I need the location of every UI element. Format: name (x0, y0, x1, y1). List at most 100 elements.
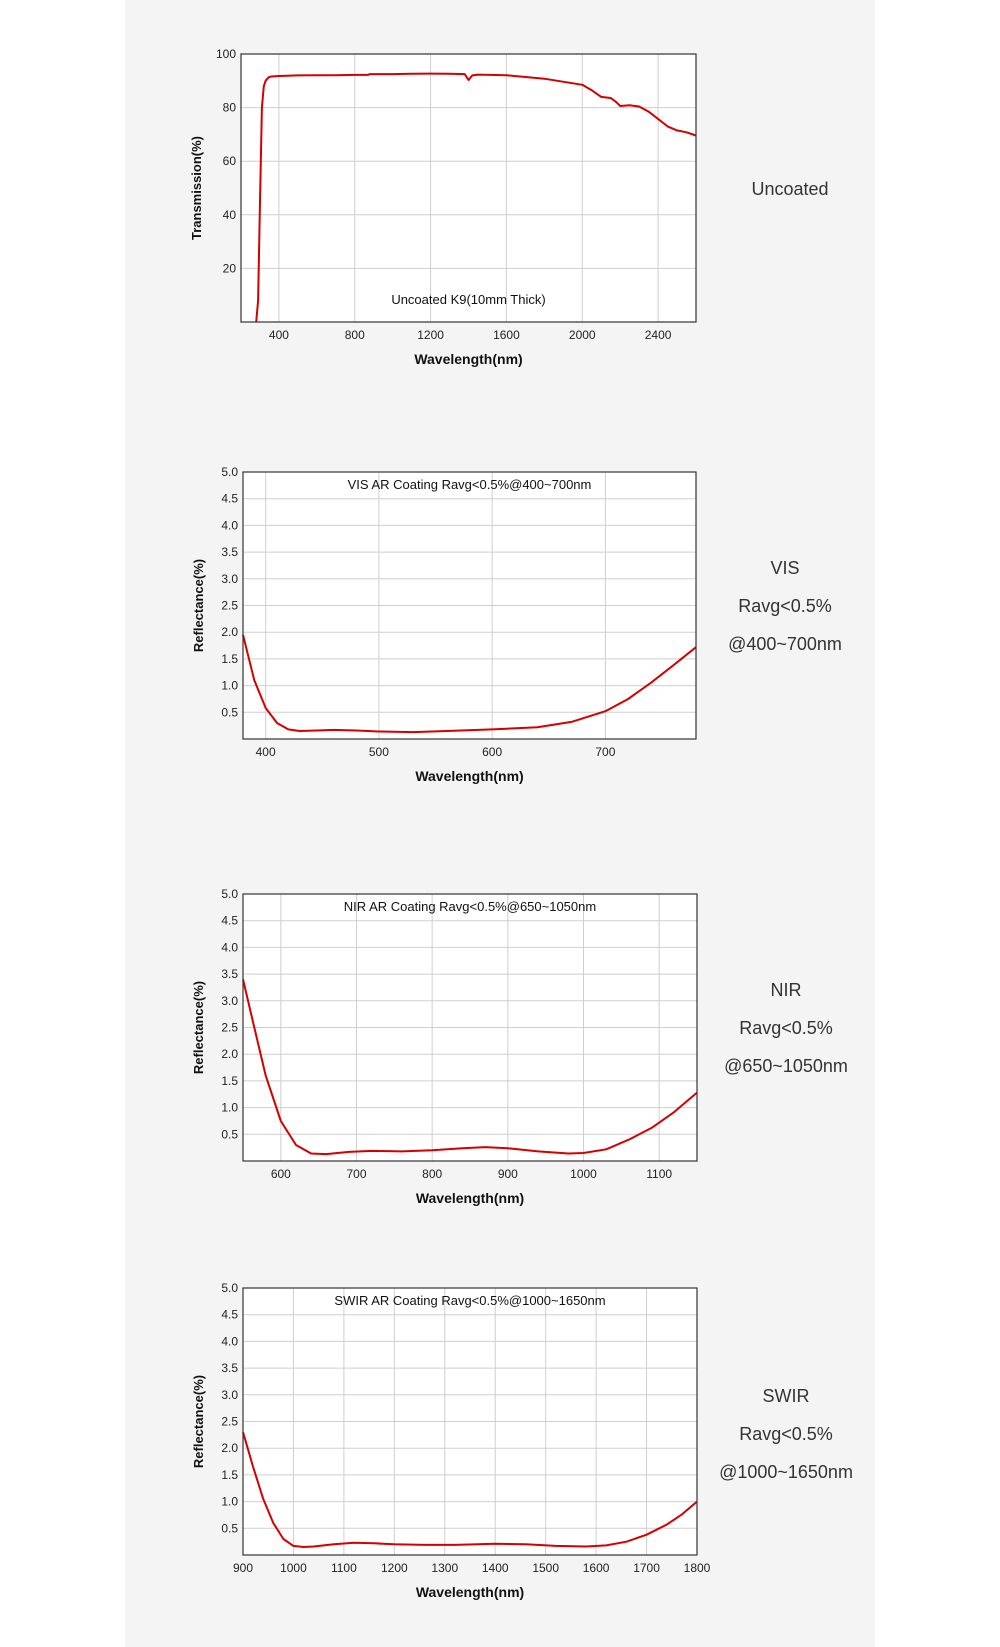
x-tick-label: 1200 (381, 1561, 408, 1575)
plot-frame (242, 1287, 698, 1556)
x-tick-label: 2400 (645, 328, 672, 342)
x-axis-label: Wavelength(nm) (416, 1584, 524, 1600)
y-tick-label: 4.0 (221, 1334, 238, 1348)
x-tick-label: 700 (346, 1167, 366, 1181)
x-tick-label: 900 (498, 1167, 518, 1181)
side-label-line: VIS (770, 558, 800, 578)
x-tick-label: 1700 (633, 1561, 660, 1575)
y-tick-label: 0.5 (221, 705, 238, 719)
side-label-line: @650~1050nm (724, 1056, 848, 1076)
y-tick-label: 1.5 (221, 652, 238, 666)
series-line (242, 1431, 698, 1548)
y-tick-label: 3.5 (221, 967, 238, 981)
y-tick-label: 3.0 (221, 572, 238, 586)
y-tick-label: 0.5 (221, 1521, 238, 1535)
y-axis-label: Reflectance(%) (191, 559, 206, 652)
y-tick-label: 60 (223, 154, 237, 168)
x-tick-label: 1000 (570, 1167, 597, 1181)
y-tick-label: 1.0 (221, 679, 238, 693)
side-label-nir: NIR Ravg<0.5% @650~1050nm (676, 971, 896, 1085)
x-tick-label: 2000 (569, 328, 596, 342)
x-axis-label: Wavelength(nm) (414, 351, 522, 367)
chart-title: SWIR AR Coating Ravg<0.5%@1000~1650nm (334, 1293, 605, 1308)
x-tick-label: 600 (482, 745, 502, 759)
x-tick-label: 1200 (417, 328, 444, 342)
y-tick-label: 4.5 (221, 1308, 238, 1322)
x-tick-label: 1500 (532, 1561, 559, 1575)
y-tick-label: 3.5 (221, 1361, 238, 1375)
y-tick-label: 1.0 (221, 1101, 238, 1115)
y-tick-label: 3.0 (221, 1388, 238, 1402)
side-label-line: SWIR (762, 1386, 810, 1406)
chart-2: 600 700 800 900 1000 1100 0.5 1.0 1.5 2.0 2.5 3.0 3.… (191, 887, 698, 1206)
y-tick-label: 5.0 (221, 465, 238, 479)
y-tick-label: 2.5 (221, 1415, 238, 1429)
y-tick-label: 2.0 (221, 1441, 238, 1455)
x-tick-label: 400 (256, 745, 276, 759)
side-label-line: NIR (770, 980, 802, 1000)
y-tick-label: 5.0 (221, 1281, 238, 1295)
x-tick-label: 700 (595, 745, 615, 759)
y-tick-label: 4.0 (221, 518, 238, 532)
series-line (242, 979, 698, 1156)
x-tick-label: 800 (422, 1167, 442, 1181)
side-label-vis: VIS Ravg<0.5% @400~700nm (675, 549, 895, 663)
plot-frame (242, 471, 697, 740)
x-axis-label: Wavelength(nm) (415, 768, 523, 784)
y-tick-label: 3.5 (221, 545, 238, 559)
x-axis-label: Wavelength(nm) (416, 1190, 524, 1206)
chart-title: Uncoated K9(10mm Thick) (391, 292, 545, 307)
x-tick-label: 1100 (331, 1561, 357, 1575)
side-label-line: @400~700nm (728, 634, 842, 654)
x-tick-label: 1600 (493, 328, 520, 342)
x-tick-label: 1000 (280, 1561, 307, 1575)
side-label-line: @1000~1650nm (719, 1462, 853, 1482)
x-tick-label: 800 (345, 328, 365, 342)
x-tick-label: 1300 (431, 1561, 458, 1575)
plot-frame (240, 53, 697, 323)
chart-title: VIS AR Coating Ravg<0.5%@400~700nm (348, 477, 592, 492)
y-axis-label: Reflectance(%) (191, 981, 206, 1074)
y-tick-label: 2.5 (221, 1021, 238, 1035)
chart-0: 400 800 1200 1600 2000 2400 20 40 60 80 100 Wavelen… (189, 47, 697, 367)
series-line (242, 634, 697, 734)
x-tick-label: 900 (233, 1561, 253, 1575)
side-label-line: Ravg<0.5% (739, 1424, 833, 1444)
plot-frame (242, 893, 698, 1162)
y-tick-label: 80 (223, 101, 237, 115)
x-tick-label: 500 (369, 745, 389, 759)
y-tick-label: 5.0 (221, 887, 238, 901)
chart-title: NIR AR Coating Ravg<0.5%@650~1050nm (344, 899, 596, 914)
y-tick-label: 4.0 (221, 940, 238, 954)
side-label-swir: SWIR Ravg<0.5% @1000~1650nm (676, 1377, 896, 1491)
y-tick-label: 3.0 (221, 994, 238, 1008)
y-tick-label: 4.5 (221, 492, 238, 506)
y-tick-label: 1.0 (221, 1495, 238, 1509)
x-tick-label: 1400 (482, 1561, 509, 1575)
y-tick-label: 100 (216, 47, 236, 61)
x-tick-label: 400 (269, 328, 289, 342)
y-tick-label: 1.5 (221, 1074, 238, 1088)
side-label-line: Uncoated (751, 179, 829, 199)
plot-area (241, 54, 696, 322)
y-tick-label: 4.5 (221, 914, 238, 928)
y-axis-label: Transmission(%) (189, 136, 204, 240)
y-axis-label: Reflectance(%) (191, 1375, 206, 1468)
y-tick-label: 40 (223, 208, 237, 222)
x-tick-label: 1800 (684, 1561, 711, 1575)
chart-1: 400 500 600 700 0.5 1.0 1.5 2.0 2.5 3.0 3.5 4.0 4.5 5… (191, 465, 697, 784)
y-tick-label: 20 (223, 261, 237, 275)
y-tick-label: 2.0 (221, 1047, 238, 1061)
x-tick-label: 1600 (583, 1561, 610, 1575)
chart-3: 900 1000 1100 1200 1300 1400 1500 1600 1700 1800 0… (191, 1281, 711, 1600)
side-label-uncoated: Uncoated (680, 170, 900, 208)
series-line (255, 72, 697, 323)
y-tick-label: 2.0 (221, 625, 238, 639)
x-tick-label: 600 (271, 1167, 291, 1181)
y-tick-label: 2.5 (221, 599, 238, 613)
y-tick-label: 0.5 (221, 1127, 238, 1141)
y-tick-label: 1.5 (221, 1468, 238, 1482)
x-tick-label: 1100 (646, 1167, 672, 1181)
side-label-line: Ravg<0.5% (738, 596, 832, 616)
page-panel: 400 800 1200 1600 2000 2400 20 40 60 80 100 Wavelen… (125, 0, 875, 1647)
